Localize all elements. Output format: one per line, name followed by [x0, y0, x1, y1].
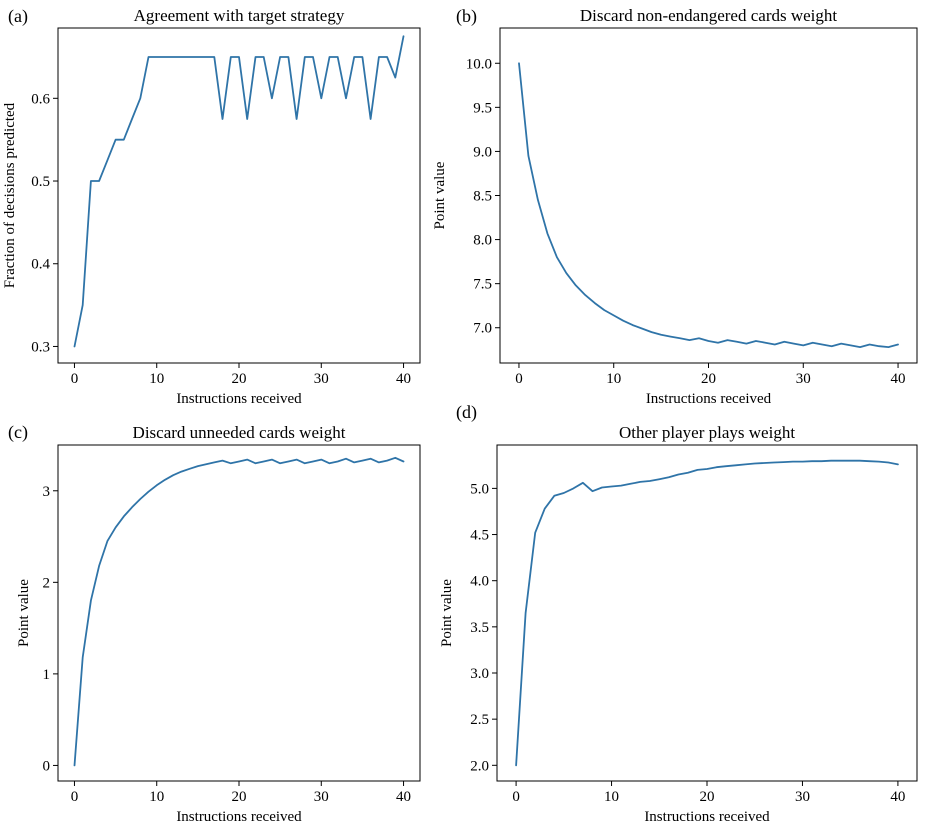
y-tick-label: 9.5	[473, 100, 492, 116]
series-line-weight	[515, 459, 899, 767]
x-tick-label: 20	[701, 371, 716, 387]
x-tick-label: 30	[314, 371, 329, 387]
y-tick-label: 8.5	[473, 189, 492, 205]
x-tick-label: 40	[396, 789, 411, 805]
y-tick-label: 8.0	[473, 233, 492, 249]
y-tick-label: 0.3	[31, 339, 50, 355]
y-axis-label: Point value	[439, 579, 455, 647]
panel-label: (c)	[8, 422, 28, 443]
y-tick-label: 0.4	[31, 257, 50, 273]
chart-title: Other player plays weight	[619, 423, 795, 442]
x-axis-label: Instructions received	[644, 809, 770, 825]
plot-frame	[499, 27, 918, 364]
panel-label: (a)	[8, 6, 28, 27]
y-tick-label: 3.0	[470, 666, 489, 682]
x-axis-label: Instructions received	[176, 809, 302, 825]
y-axis-label: Point value	[16, 579, 32, 647]
x-tick-label: 10	[604, 789, 619, 805]
x-tick-label: 0	[512, 789, 520, 805]
series-line-weight	[73, 456, 405, 767]
y-tick-label: 2.0	[470, 758, 489, 774]
plot-frame	[496, 444, 918, 782]
y-tick-label: 2	[43, 575, 51, 591]
panel-3: (d) Other player plays weight 0 10 20 30 40 2.0…	[439, 402, 918, 825]
y-tick-label: 4.5	[470, 528, 489, 544]
x-tick-label: 30	[314, 789, 329, 805]
y-tick-label: 2.5	[470, 712, 489, 728]
y-tick-label: 5.0	[470, 481, 489, 497]
series-line-agreement	[73, 35, 405, 348]
x-tick-label: 10	[149, 371, 164, 387]
y-tick-label: 3	[43, 484, 51, 500]
x-tick-label: 10	[606, 371, 621, 387]
y-axis-label: Point value	[432, 161, 448, 229]
y-tick-label: 0.5	[31, 174, 50, 190]
y-tick-label: 10.0	[466, 56, 492, 72]
plot-frame	[57, 444, 421, 782]
y-tick-label: 0	[43, 758, 51, 774]
y-tick-label: 7.5	[473, 277, 492, 293]
series-line-weight	[518, 62, 899, 349]
x-axis-label: Instructions received	[176, 391, 302, 407]
y-tick-label: 9.0	[473, 144, 492, 160]
x-axis-label: Instructions received	[646, 391, 772, 407]
y-tick-label: 0.6	[31, 91, 50, 107]
x-tick-label: 20	[700, 789, 715, 805]
y-tick-label: 1	[43, 667, 51, 683]
x-tick-label: 30	[795, 789, 810, 805]
panel-0: (a) Agreement with target strategy 0 10 20 30…	[2, 6, 421, 407]
x-tick-label: 30	[796, 371, 811, 387]
y-tick-label: 7.0	[473, 321, 492, 337]
x-tick-label: 40	[891, 371, 906, 387]
x-tick-label: 20	[232, 371, 247, 387]
chart-title: Discard non-endangered cards weight	[580, 6, 838, 25]
x-tick-label: 20	[232, 789, 247, 805]
x-tick-label: 40	[396, 371, 411, 387]
panel-label: (d)	[456, 402, 477, 423]
y-tick-label: 3.5	[470, 620, 489, 636]
chart-title: Agreement with target strategy	[134, 6, 345, 25]
x-tick-label: 0	[71, 371, 79, 387]
chart-title: Discard unneeded cards weight	[133, 423, 346, 442]
panel-1: (b) Discard non-endangered cards weight 0 1…	[432, 6, 918, 407]
x-tick-label: 0	[515, 371, 523, 387]
panel-label: (b)	[456, 6, 477, 27]
x-tick-label: 40	[890, 789, 905, 805]
y-axis-label: Fraction of decisions predicted	[2, 102, 18, 288]
x-tick-label: 0	[71, 789, 79, 805]
x-tick-label: 10	[149, 789, 164, 805]
y-tick-label: 4.0	[470, 574, 489, 590]
